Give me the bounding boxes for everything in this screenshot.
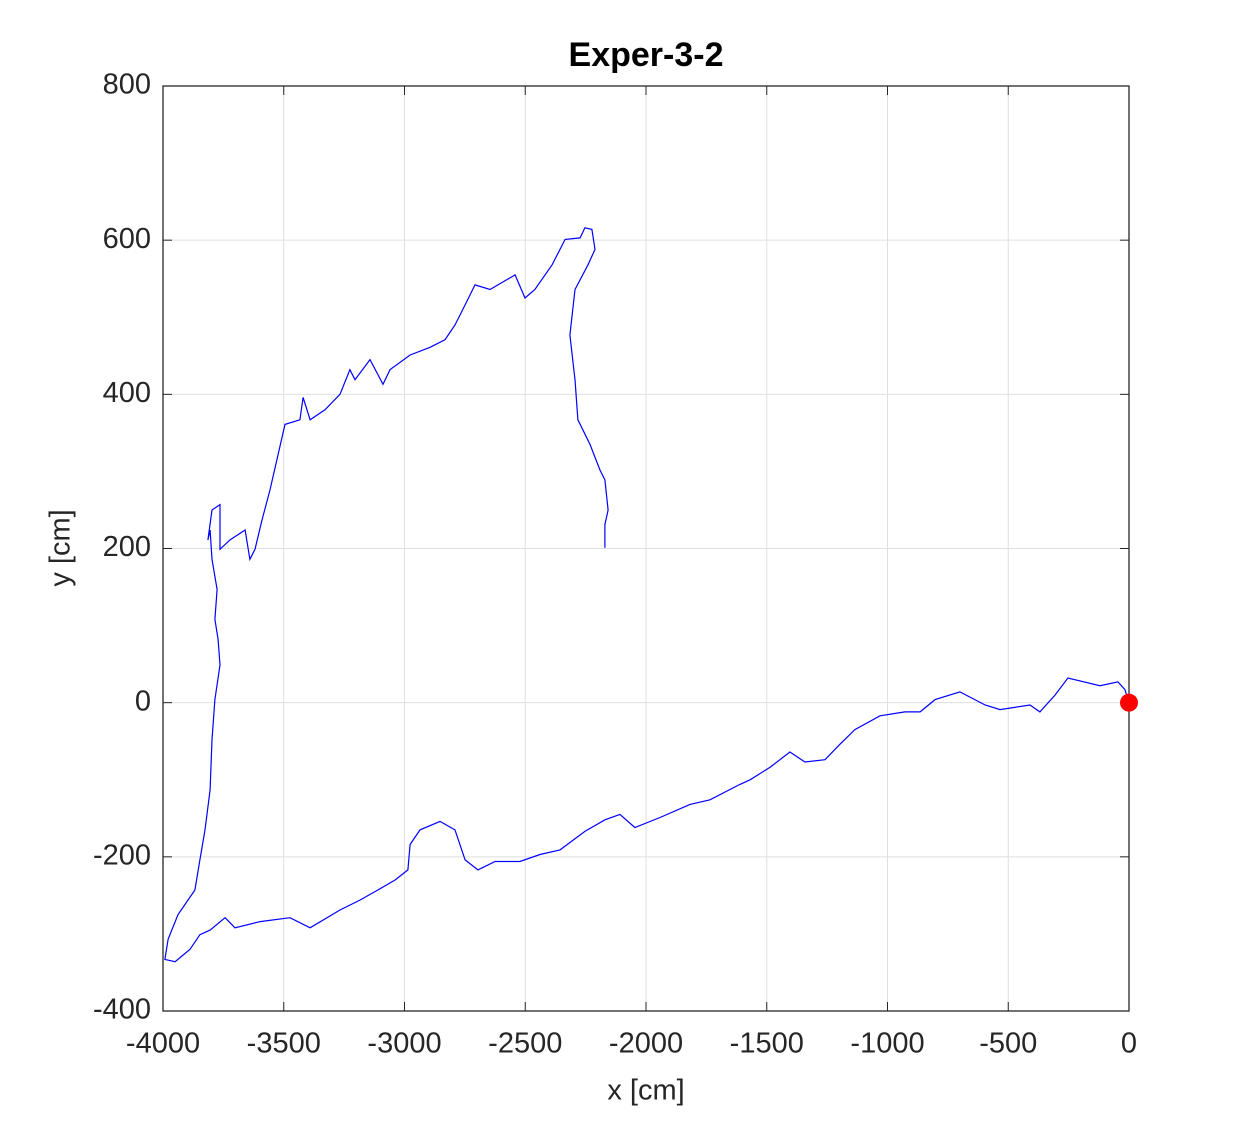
trajectory-line: [164, 227, 1130, 963]
y-axis-label: y [cm]: [45, 509, 77, 586]
axes-box: [162, 85, 1130, 1012]
x-tick-label: -1500: [730, 1028, 804, 1060]
x-tick-label: -500: [979, 1028, 1037, 1060]
y-tick-label: 400: [103, 377, 151, 409]
y-tick-label: 800: [103, 69, 151, 101]
x-tick-label: -2000: [609, 1028, 683, 1060]
y-tick-label: 600: [103, 223, 151, 255]
x-tick-label: -2500: [488, 1028, 562, 1060]
y-tick-label: -400: [93, 994, 151, 1026]
x-tick-label: -3500: [247, 1028, 321, 1060]
x-tick-label: -3000: [367, 1028, 441, 1060]
x-tick-label: -1000: [850, 1028, 924, 1060]
x-tick-label: 0: [1121, 1028, 1137, 1060]
x-tick-label: -4000: [126, 1028, 200, 1060]
x-axis-label: x [cm]: [607, 1075, 684, 1107]
y-tick-label: 200: [103, 531, 151, 563]
chart-title: Exper-3-2: [569, 36, 724, 74]
y-tick-label: 0: [135, 685, 151, 717]
y-tick-label: -200: [93, 839, 151, 871]
start-marker: [1120, 693, 1138, 712]
